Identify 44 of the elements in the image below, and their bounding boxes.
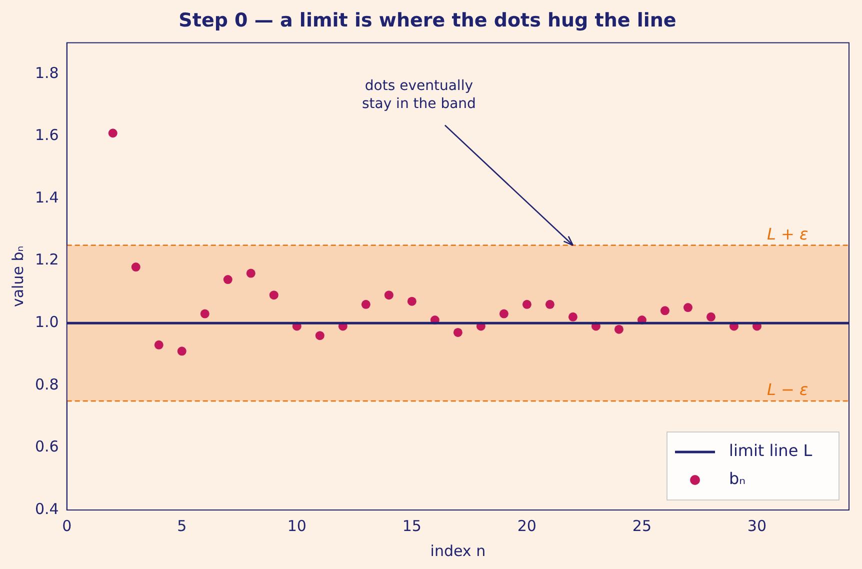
legend-label: bₙ	[729, 469, 746, 488]
y-tick-label: 0.6	[34, 438, 59, 456]
point	[453, 328, 462, 337]
point	[108, 128, 118, 138]
x-axis-title: index n	[430, 542, 486, 560]
y-tick-label: 0.4	[34, 500, 59, 518]
x-tick-label: 10	[287, 516, 306, 535]
point	[177, 346, 186, 356]
y-axis-title: value bₙ	[8, 246, 27, 308]
point	[246, 268, 256, 278]
point	[614, 324, 624, 334]
point	[223, 275, 232, 284]
point	[568, 312, 578, 322]
y-tick-label: 1.0	[34, 313, 59, 332]
point	[315, 331, 324, 340]
point	[522, 300, 532, 309]
y-tick-label: 1.6	[34, 126, 59, 144]
chart-title: Step 0 — a limit is where the dots hug the line	[178, 9, 676, 32]
legend-label: limit line L	[729, 441, 812, 460]
point	[361, 300, 370, 309]
ref-line-label: L + ε	[767, 224, 808, 244]
point	[706, 312, 716, 322]
point	[200, 309, 210, 318]
point	[384, 290, 394, 300]
y-tick-label: 1.2	[34, 250, 59, 269]
x-tick-label: 5	[177, 516, 187, 535]
ref-line-label: L − ε	[767, 380, 808, 400]
point	[407, 296, 416, 306]
point	[683, 303, 692, 312]
point	[131, 262, 140, 272]
y-tick-label: 1.4	[34, 188, 59, 206]
x-tick-label: 0	[62, 516, 72, 535]
point	[660, 306, 670, 316]
y-tick-label: 1.8	[34, 64, 59, 82]
point	[154, 340, 164, 350]
x-tick-label: 15	[402, 516, 422, 535]
y-tick-label: 0.8	[34, 375, 59, 394]
x-tick-label: 30	[747, 516, 767, 535]
point	[499, 309, 508, 318]
x-tick-label: 25	[632, 516, 652, 535]
annotation: dots eventually stay in the band	[362, 78, 476, 112]
point	[269, 290, 278, 300]
x-tick-label: 20	[517, 516, 536, 535]
point	[545, 300, 554, 309]
